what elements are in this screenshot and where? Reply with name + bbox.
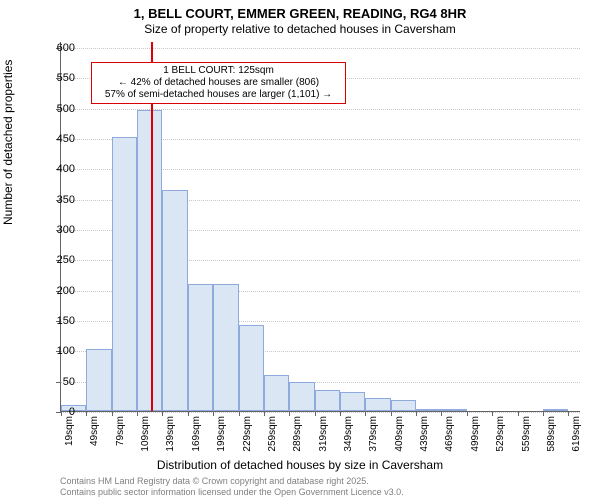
ytick-label: 400 xyxy=(35,163,75,175)
histogram-bar xyxy=(239,325,264,411)
y-axis-label: Number of detached properties xyxy=(1,60,15,225)
xtick-mark xyxy=(264,411,265,416)
xtick-mark xyxy=(416,411,417,416)
xtick-mark xyxy=(365,411,366,416)
gridline xyxy=(61,48,580,49)
histogram-bar xyxy=(340,392,365,411)
annotation-box: 1 BELL COURT: 125sqm← 42% of detached ho… xyxy=(91,62,346,104)
ytick-label: 50 xyxy=(35,376,75,388)
footer-line1: Contains HM Land Registry data © Crown c… xyxy=(60,476,580,486)
chart-title-line2: Size of property relative to detached ho… xyxy=(0,22,600,36)
xtick-mark xyxy=(568,411,569,416)
histogram-bar xyxy=(188,284,213,411)
ytick-label: 500 xyxy=(35,103,75,115)
xtick-mark xyxy=(518,411,519,416)
histogram-bar xyxy=(441,409,466,411)
annotation-line: 57% of semi-detached houses are larger (… xyxy=(96,89,341,101)
xtick-mark xyxy=(239,411,240,416)
histogram-bar xyxy=(213,284,238,411)
ytick-label: 250 xyxy=(35,254,75,266)
histogram-bar xyxy=(315,390,340,411)
ytick-label: 350 xyxy=(35,194,75,206)
xtick-mark xyxy=(315,411,316,416)
ytick-label: 300 xyxy=(35,224,75,236)
histogram-bar xyxy=(416,409,441,411)
xtick-mark xyxy=(188,411,189,416)
histogram-bar xyxy=(112,137,137,411)
footer-line2: Contains public sector information licen… xyxy=(60,487,580,497)
xtick-mark xyxy=(213,411,214,416)
histogram-bar xyxy=(86,349,111,411)
histogram-bar xyxy=(289,382,314,411)
ytick-label: 200 xyxy=(35,285,75,297)
ytick-label: 100 xyxy=(35,345,75,357)
histogram-bar xyxy=(365,398,390,411)
ytick-label: 0 xyxy=(35,406,75,418)
gridline xyxy=(61,412,580,413)
histogram-bar xyxy=(543,409,568,411)
ytick-label: 450 xyxy=(35,133,75,145)
plot-area: 19sqm49sqm79sqm109sqm139sqm169sqm199sqm2… xyxy=(60,42,580,412)
annotation-line: ← 42% of detached houses are smaller (80… xyxy=(96,77,341,89)
xtick-mark xyxy=(492,411,493,416)
xtick-mark xyxy=(441,411,442,416)
xtick-mark xyxy=(112,411,113,416)
ytick-label: 150 xyxy=(35,315,75,327)
ytick-label: 600 xyxy=(35,42,75,54)
x-axis-label: Distribution of detached houses by size … xyxy=(0,458,600,472)
xtick-mark xyxy=(86,411,87,416)
annotation-line: 1 BELL COURT: 125sqm xyxy=(96,65,341,77)
histogram-bar xyxy=(162,190,187,411)
histogram-bar xyxy=(264,375,289,411)
xtick-mark xyxy=(137,411,138,416)
xtick-mark xyxy=(391,411,392,416)
xtick-mark xyxy=(162,411,163,416)
histogram-bar xyxy=(391,400,416,411)
xtick-mark xyxy=(289,411,290,416)
xtick-mark xyxy=(543,411,544,416)
ytick-label: 550 xyxy=(35,72,75,84)
xtick-mark xyxy=(467,411,468,416)
chart-container: 1, BELL COURT, EMMER GREEN, READING, RG4… xyxy=(0,0,600,500)
xtick-mark xyxy=(340,411,341,416)
chart-title-line1: 1, BELL COURT, EMMER GREEN, READING, RG4… xyxy=(0,6,600,21)
